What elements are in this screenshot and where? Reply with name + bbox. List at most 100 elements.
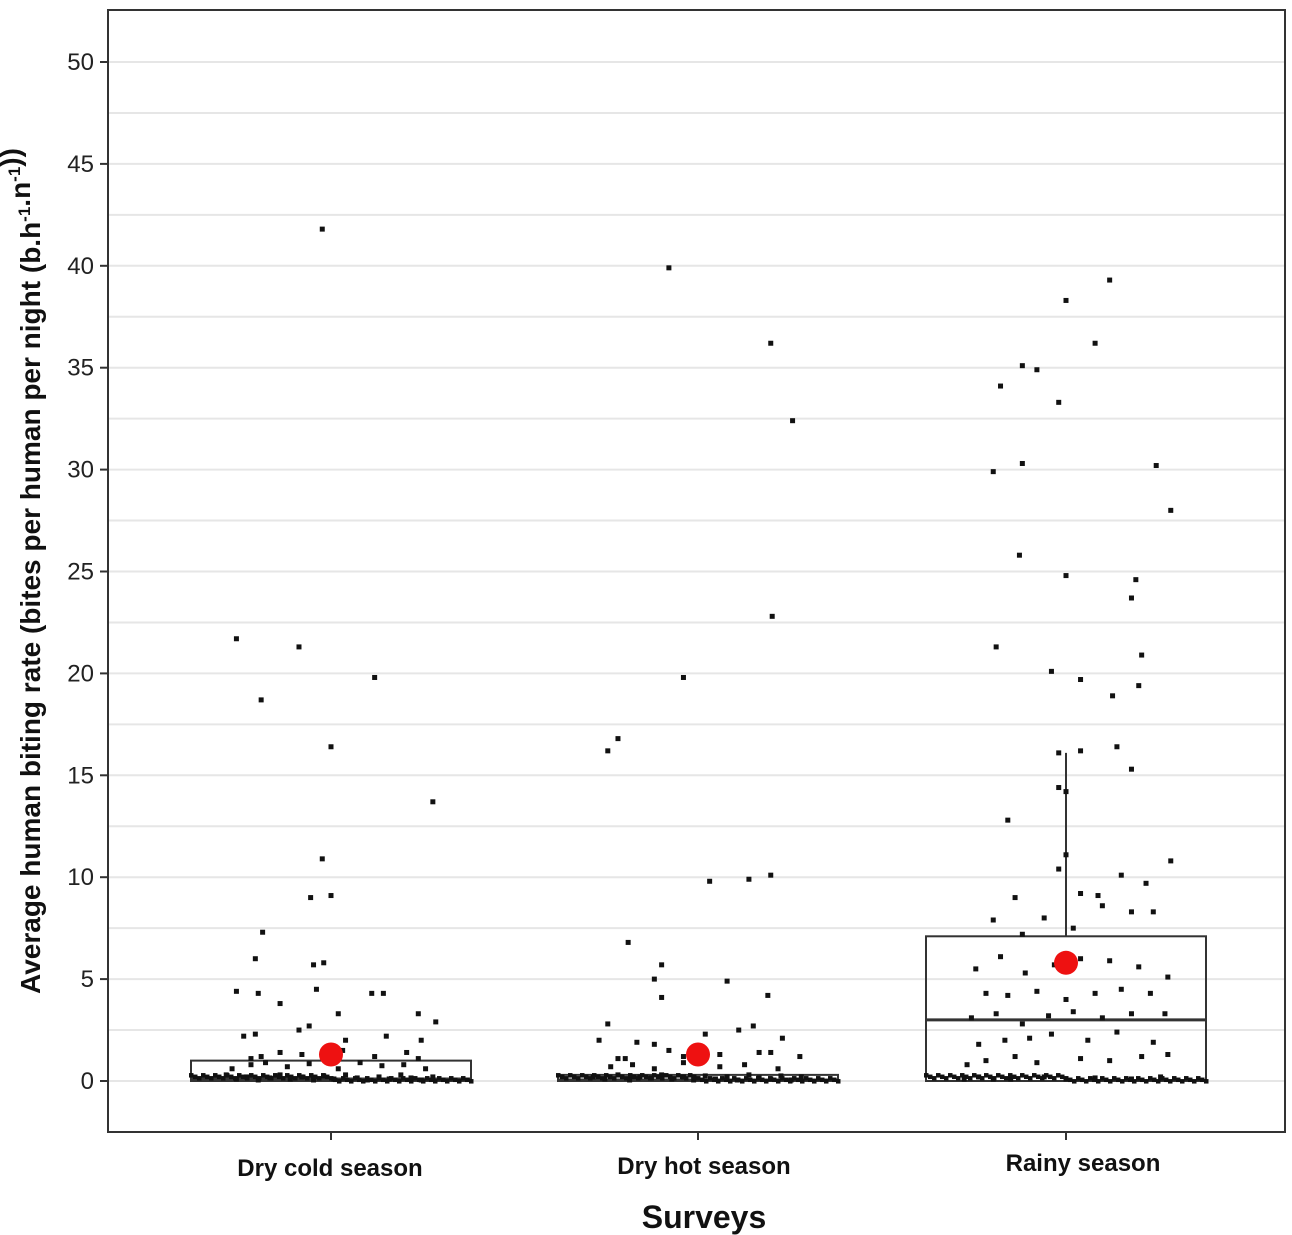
data-point bbox=[1056, 750, 1062, 756]
data-point bbox=[1192, 1079, 1197, 1084]
data-point bbox=[717, 1052, 723, 1058]
data-point bbox=[345, 1077, 350, 1083]
data-point bbox=[1024, 1074, 1029, 1080]
data-point bbox=[993, 1011, 999, 1017]
data-point bbox=[964, 1062, 970, 1068]
data-point bbox=[265, 1074, 270, 1080]
data-point bbox=[1107, 277, 1113, 283]
data-point bbox=[980, 1076, 985, 1081]
data-point bbox=[309, 1073, 314, 1078]
data-point bbox=[640, 1073, 645, 1078]
data-point bbox=[241, 1033, 247, 1039]
data-point bbox=[615, 1056, 621, 1062]
data-point bbox=[742, 1062, 748, 1068]
x-tick-label: Rainy season bbox=[1006, 1150, 1161, 1177]
data-point bbox=[255, 990, 261, 996]
data-point bbox=[349, 1079, 354, 1084]
data-point bbox=[284, 1064, 290, 1070]
data-point bbox=[340, 1047, 346, 1053]
data-point bbox=[983, 1058, 989, 1064]
data-point bbox=[1095, 893, 1101, 899]
data-point bbox=[369, 990, 375, 996]
y-tick-label: 5 bbox=[81, 966, 94, 993]
data-point bbox=[680, 674, 686, 680]
data-point bbox=[973, 966, 979, 972]
data-point bbox=[1180, 1079, 1185, 1084]
data-point bbox=[1107, 958, 1113, 964]
data-point bbox=[717, 1064, 723, 1070]
data-point bbox=[453, 1077, 458, 1083]
data-point bbox=[596, 1074, 601, 1080]
data-point bbox=[1084, 1079, 1089, 1084]
data-point bbox=[277, 1049, 283, 1055]
data-point bbox=[205, 1074, 210, 1080]
data-point bbox=[1108, 1079, 1113, 1084]
data-point bbox=[1133, 577, 1139, 583]
data-point bbox=[622, 1056, 628, 1062]
data-point bbox=[213, 1073, 218, 1078]
data-point bbox=[1139, 1054, 1145, 1060]
data-point bbox=[437, 1076, 442, 1081]
data-point bbox=[716, 1079, 721, 1084]
data-point bbox=[988, 1074, 993, 1080]
data-point bbox=[325, 1074, 330, 1080]
data-point bbox=[260, 929, 266, 935]
data-point bbox=[1008, 1073, 1013, 1078]
data-point bbox=[648, 1076, 653, 1081]
data-point bbox=[1060, 1074, 1065, 1080]
data-point bbox=[1147, 990, 1153, 996]
data-point bbox=[592, 1073, 597, 1078]
data-point bbox=[1172, 1076, 1177, 1081]
data-point bbox=[1165, 1052, 1171, 1058]
data-point bbox=[769, 613, 775, 619]
data-point bbox=[666, 265, 672, 271]
data-point bbox=[1140, 1077, 1145, 1083]
data-point bbox=[1110, 693, 1116, 699]
data-point bbox=[321, 960, 327, 966]
data-point bbox=[317, 1076, 322, 1081]
mean-markers bbox=[319, 950, 1078, 1067]
data-point bbox=[944, 1076, 949, 1081]
data-point bbox=[293, 1076, 298, 1081]
data-point bbox=[797, 1054, 803, 1060]
data-point bbox=[465, 1077, 470, 1083]
data-point bbox=[337, 1079, 342, 1084]
data-point bbox=[692, 1074, 697, 1080]
data-point bbox=[1150, 909, 1156, 915]
data-point bbox=[209, 1076, 214, 1081]
data-point bbox=[1032, 1073, 1037, 1078]
data-point bbox=[1016, 1076, 1021, 1081]
data-point bbox=[1036, 1074, 1041, 1080]
data-point bbox=[968, 1076, 973, 1081]
data-point bbox=[430, 1074, 436, 1080]
data-point bbox=[1160, 1076, 1165, 1081]
data-point bbox=[596, 1037, 602, 1043]
data-point bbox=[263, 1060, 269, 1066]
data-point bbox=[418, 1037, 424, 1043]
data-points bbox=[189, 226, 1209, 1084]
x-tick-label: Dry hot season bbox=[617, 1153, 790, 1180]
data-point bbox=[1139, 652, 1145, 658]
data-point bbox=[258, 697, 264, 703]
data-point bbox=[948, 1073, 953, 1078]
data-point bbox=[225, 1073, 230, 1078]
data-point bbox=[328, 893, 334, 899]
data-point bbox=[273, 1073, 278, 1078]
data-point bbox=[1048, 1031, 1054, 1037]
data-point bbox=[441, 1077, 446, 1083]
data-point bbox=[604, 1073, 609, 1078]
data-point bbox=[308, 895, 314, 901]
data-point bbox=[1019, 931, 1025, 937]
data-point bbox=[1107, 1058, 1113, 1064]
data-point bbox=[1012, 895, 1018, 901]
data-point bbox=[233, 988, 239, 994]
data-point bbox=[415, 1056, 421, 1062]
data-point bbox=[956, 1076, 961, 1081]
data-point bbox=[233, 1076, 238, 1081]
data-point bbox=[608, 1074, 613, 1080]
data-point bbox=[277, 1001, 283, 1007]
data-point bbox=[430, 799, 436, 805]
data-point bbox=[1132, 1079, 1137, 1084]
data-point bbox=[1056, 1073, 1061, 1078]
data-point bbox=[952, 1074, 957, 1080]
